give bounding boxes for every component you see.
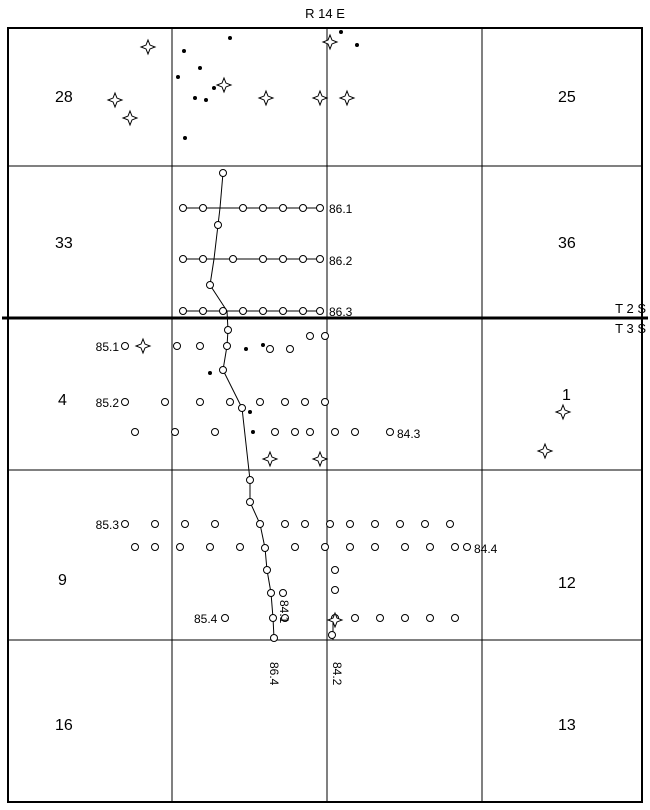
svg-text:1: 1: [562, 387, 571, 404]
svg-text:28: 28: [55, 89, 73, 106]
svg-text:86.4: 86.4: [267, 662, 281, 686]
map-svg: R 14 E T 2 S T 3 S 28 25 33 36 4 1 9 12 16 13 86.1 86.…: [0, 0, 650, 810]
svg-text:R 14 E: R 14 E: [305, 6, 345, 21]
svg-text:86.2: 86.2: [329, 254, 353, 268]
svg-text:33: 33: [55, 235, 73, 252]
svg-text:9: 9: [58, 572, 67, 589]
svg-text:4: 4: [58, 392, 67, 409]
svg-text:12: 12: [558, 575, 576, 592]
svg-text:16: 16: [55, 717, 73, 734]
svg-text:84.1: 84.1: [277, 600, 291, 624]
svg-text:85.1: 85.1: [96, 340, 120, 354]
svg-text:25: 25: [558, 89, 576, 106]
svg-text:13: 13: [558, 717, 576, 734]
svg-text:86.1: 86.1: [329, 202, 353, 216]
svg-text:85.4: 85.4: [194, 612, 218, 626]
svg-text:T 3 S: T 3 S: [615, 321, 646, 336]
svg-text:85.2: 85.2: [96, 396, 120, 410]
svg-text:84.3: 84.3: [397, 427, 421, 441]
svg-text:84.2: 84.2: [330, 662, 344, 686]
svg-text:36: 36: [558, 235, 576, 252]
svg-text:84.4: 84.4: [474, 542, 498, 556]
svg-text:86.3: 86.3: [329, 305, 353, 319]
svg-text:T 2 S: T 2 S: [615, 301, 646, 316]
survey-map: R 14 E T 2 S T 3 S 28 25 33 36 4 1 9 12 16 13 86.1 86.…: [0, 0, 650, 810]
svg-text:85.3: 85.3: [96, 518, 120, 532]
